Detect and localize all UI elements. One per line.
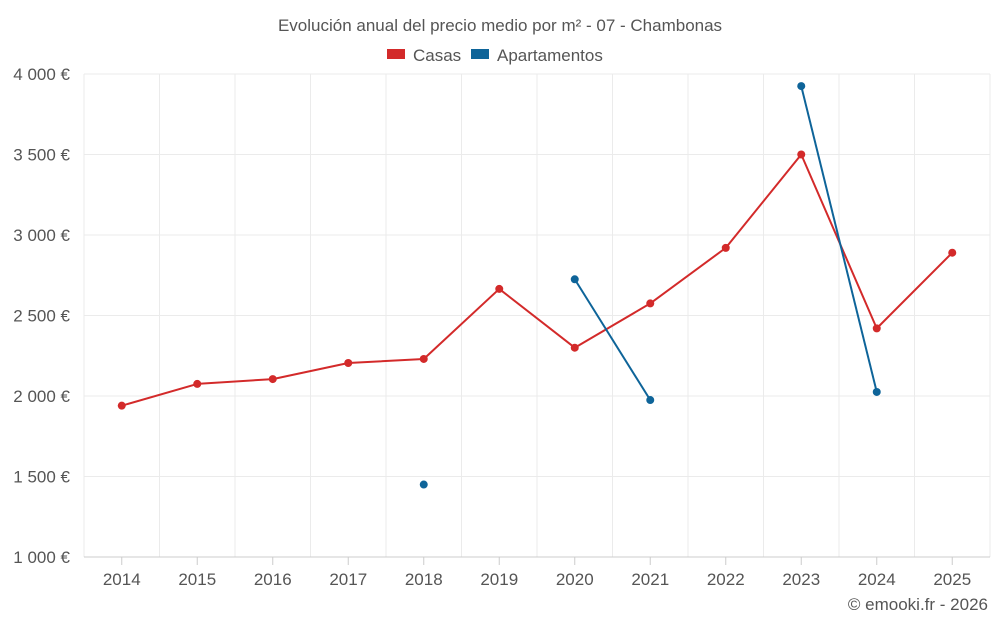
data-point-casas[interactable] <box>570 343 579 352</box>
data-point-casas[interactable] <box>419 354 428 363</box>
legend-swatch-casas <box>387 49 405 59</box>
data-point-casas[interactable] <box>193 379 202 388</box>
data-point-apartamentos[interactable] <box>872 387 881 396</box>
legend-label-casas: Casas <box>413 46 461 65</box>
x-tick-label: 2019 <box>480 570 518 589</box>
y-tick-label: 2 000 € <box>13 387 70 406</box>
legend-label-apartamentos: Apartamentos <box>497 46 603 65</box>
series-layer <box>117 82 957 489</box>
series-line-casas <box>121 153 953 407</box>
data-point-casas[interactable] <box>344 358 353 367</box>
x-tick-label: 2021 <box>631 570 669 589</box>
series-line-apartamentos <box>800 85 878 393</box>
x-tick-label: 2024 <box>858 570 896 589</box>
data-point-apartamentos[interactable] <box>646 396 655 405</box>
credit: © emooki.fr - 2026 <box>848 595 988 614</box>
data-point-casas[interactable] <box>268 375 277 384</box>
y-tick-label: 4 000 € <box>13 65 70 84</box>
x-tick-label: 2014 <box>103 570 141 589</box>
x-tick-label: 2022 <box>707 570 745 589</box>
y-tick-label: 3 500 € <box>13 146 70 165</box>
x-tick-label: 2018 <box>405 570 443 589</box>
data-point-casas[interactable] <box>495 284 504 293</box>
data-point-apartamentos[interactable] <box>419 480 428 489</box>
series-line-apartamentos <box>573 278 652 401</box>
data-point-casas[interactable] <box>872 324 881 333</box>
x-tick-label: 2015 <box>178 570 216 589</box>
x-tick-label: 2023 <box>782 570 820 589</box>
data-point-apartamentos[interactable] <box>570 275 579 284</box>
data-point-casas[interactable] <box>721 243 730 252</box>
y-tick-label: 1 000 € <box>13 548 70 567</box>
axes: 1 000 € 1 500 € 2 000 € 2 500 € 3 000 € 3 500… <box>13 65 990 589</box>
chart-title: Evolución anual del precio medio por m² … <box>278 16 722 35</box>
x-tick-label: 2017 <box>329 570 367 589</box>
y-tick-label: 1 500 € <box>13 468 70 487</box>
legend-swatch-apartamentos <box>471 49 489 59</box>
x-tick-label: 2016 <box>254 570 292 589</box>
data-point-casas[interactable] <box>117 401 126 410</box>
data-point-casas[interactable] <box>797 150 806 159</box>
y-tick-label: 3 000 € <box>13 226 70 245</box>
x-tick-label: 2020 <box>556 570 594 589</box>
legend-item-casas[interactable]: Casas <box>387 46 461 65</box>
legend-item-apartamentos[interactable]: Apartamentos <box>471 46 603 65</box>
data-point-apartamentos[interactable] <box>797 82 806 91</box>
x-tick-label: 2025 <box>933 570 971 589</box>
legend[interactable]: Casas Apartamentos <box>387 46 603 65</box>
y-tick-label: 2 500 € <box>13 307 70 326</box>
data-point-casas[interactable] <box>948 248 957 257</box>
grid <box>83 73 991 558</box>
data-point-casas[interactable] <box>646 299 655 308</box>
